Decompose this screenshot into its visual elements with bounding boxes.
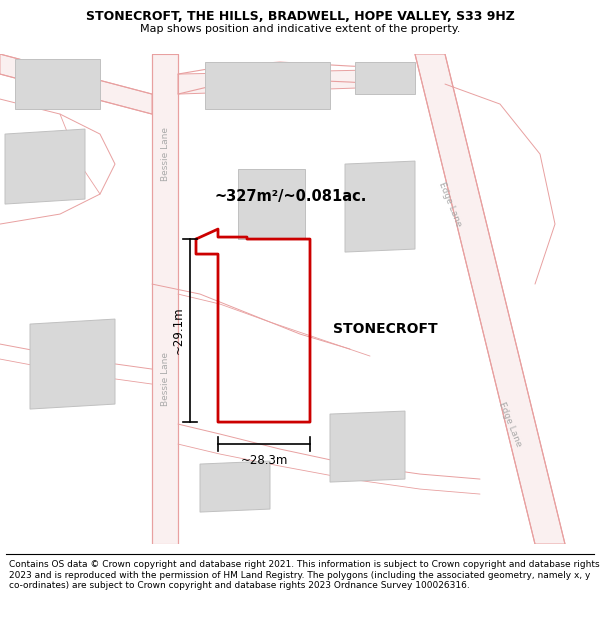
Polygon shape [0, 54, 152, 114]
Text: Bessie Lane: Bessie Lane [161, 127, 170, 181]
Polygon shape [355, 62, 415, 94]
Polygon shape [205, 62, 330, 109]
Text: STONECROFT: STONECROFT [332, 322, 437, 336]
Polygon shape [238, 169, 305, 239]
Text: Contains OS data © Crown copyright and database right 2021. This information is : Contains OS data © Crown copyright and d… [9, 560, 599, 590]
Text: ~29.1m: ~29.1m [172, 307, 185, 354]
Polygon shape [178, 69, 415, 94]
Polygon shape [345, 161, 415, 252]
Polygon shape [5, 129, 85, 204]
Text: Bessie Lane: Bessie Lane [161, 352, 170, 406]
Text: ~28.3m: ~28.3m [241, 454, 287, 467]
Polygon shape [200, 461, 270, 512]
Polygon shape [415, 54, 565, 544]
Polygon shape [15, 59, 100, 109]
Text: STONECROFT, THE HILLS, BRADWELL, HOPE VALLEY, S33 9HZ: STONECROFT, THE HILLS, BRADWELL, HOPE VA… [86, 10, 514, 23]
Text: Edge Lane: Edge Lane [497, 401, 523, 448]
Text: Edge Lane: Edge Lane [437, 181, 463, 228]
Polygon shape [152, 54, 178, 544]
Polygon shape [30, 319, 115, 409]
Text: ~327m²/~0.081ac.: ~327m²/~0.081ac. [215, 189, 367, 204]
Text: Map shows position and indicative extent of the property.: Map shows position and indicative extent… [140, 24, 460, 34]
Polygon shape [330, 411, 405, 482]
